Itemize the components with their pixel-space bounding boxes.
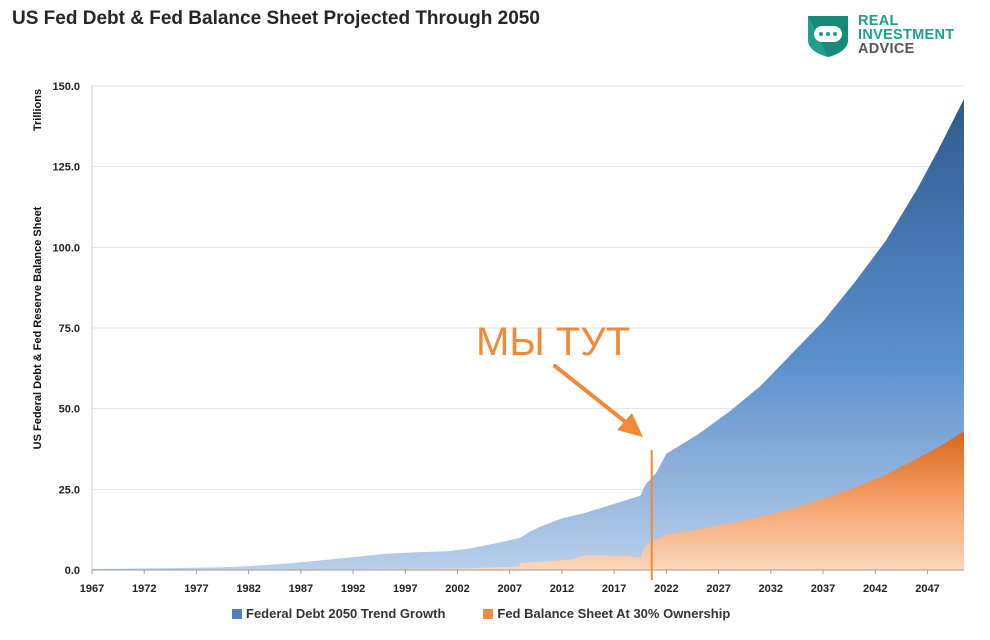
brand-line-2: INVESTMENT: [858, 27, 955, 43]
y-tick-labels: 0.0 25.0 50.0 75.0 100.0 125.0 150.0: [52, 81, 80, 577]
x-tick-label: 1967: [80, 583, 104, 595]
shield-icon: [808, 16, 848, 57]
x-tick-label: 2012: [550, 583, 574, 595]
y-tick-label: 0.0: [65, 565, 80, 577]
brand-logo: REAL INVESTMENT ADVICE: [806, 14, 986, 58]
legend-swatch: [232, 608, 242, 619]
legend-item: Fed Balance Sheet At 30% Ownership: [483, 606, 730, 621]
x-tick-labels: 1967 1972 1977 1982 1987 1992 1997 2002 2007 2012…: [80, 570, 940, 595]
x-tick-label: 2007: [497, 583, 521, 595]
y-axis-label: US Federal Debt & Fed Reserve Balance Sh…: [32, 206, 44, 449]
x-tick-label: 1972: [132, 583, 156, 595]
axes: [91, 86, 964, 571]
legend: Federal Debt 2050 Trend Growth Fed Balanc…: [232, 606, 768, 622]
y-tick-label: 25.0: [59, 484, 80, 496]
plot-areas: [92, 98, 964, 571]
annotation-arrow: [553, 364, 643, 437]
brand-line-3: ADVICE: [858, 41, 915, 57]
x-tick-label: 2002: [445, 583, 469, 595]
legend-item: Federal Debt 2050 Trend Growth: [232, 606, 445, 621]
legend-label: Fed Balance Sheet At 30% Ownership: [497, 606, 731, 621]
chart-title: US Fed Debt & Fed Balance Sheet Projecte…: [12, 8, 540, 29]
x-tick-label: 1997: [393, 583, 417, 595]
x-tick-label: 2017: [602, 583, 626, 595]
x-tick-label: 2037: [811, 583, 835, 595]
series-area-fed-balance-sheet: [92, 431, 964, 570]
brand-line-1: REAL: [858, 13, 899, 29]
brand-name: REAL INVESTMENT ADVICE: [858, 13, 955, 57]
y-tick-label: 75.0: [59, 323, 80, 335]
x-tick-label: 1987: [289, 583, 313, 595]
series-area-federal-debt: [92, 98, 964, 571]
legend-swatch: [483, 608, 494, 619]
x-tick-label: 2047: [915, 583, 939, 595]
x-tick-label: 1982: [236, 583, 260, 595]
y-tick-label: 150.0: [52, 81, 80, 93]
x-tick-label: 1992: [341, 583, 365, 595]
annotation-text: МЫ ТУТ: [476, 320, 630, 364]
x-tick-label: 2042: [863, 583, 887, 595]
y-tick-label: 125.0: [52, 162, 80, 174]
x-tick-label: 2032: [759, 583, 783, 595]
x-tick-label: 1977: [184, 583, 208, 595]
y-tick-label: 100.0: [52, 242, 80, 254]
y-axis-unit: Trillions: [32, 89, 44, 131]
y-tick-label: 50.0: [59, 404, 80, 416]
x-tick-label: 2022: [654, 583, 678, 595]
x-tick-label: 2027: [706, 583, 730, 595]
legend-label: Federal Debt 2050 Trend Growth: [246, 606, 446, 621]
